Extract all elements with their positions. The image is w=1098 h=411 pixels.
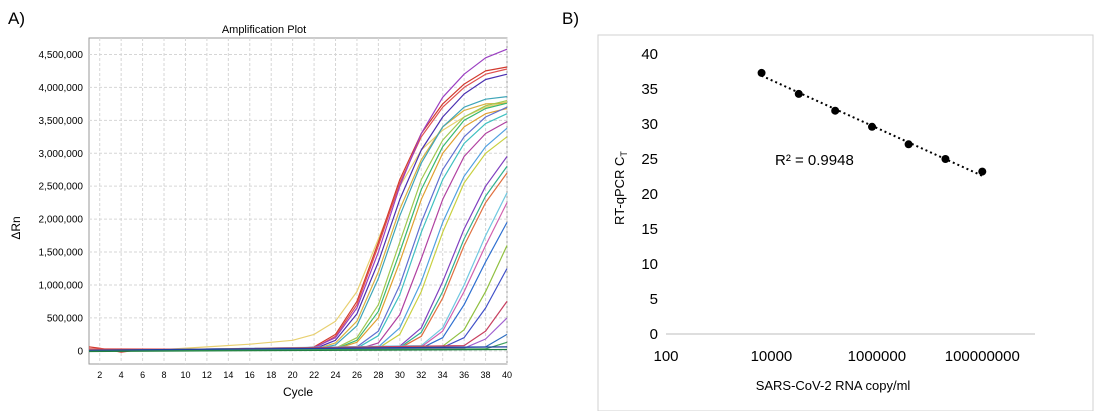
chart-a-x-tick-label: 28 xyxy=(373,370,383,380)
chart-a-x-tick-label: 2 xyxy=(97,370,102,380)
chart-a-y-tick-labels: 0 500,000 1,000,000 1,500,000 2,000,000 2,500… xyxy=(39,50,84,357)
chart-b-y-tick-label: 35 xyxy=(641,81,658,98)
chart-a-x-tick-label: 8 xyxy=(162,370,167,380)
chart-b-data-point xyxy=(978,167,987,176)
chart-a-x-tick-label: 16 xyxy=(245,370,255,380)
chart-a-series-line xyxy=(88,107,508,352)
chart-a-series-line xyxy=(88,102,508,352)
chart-b-y-tick-label: 10 xyxy=(641,256,658,273)
panel-label-a: A) xyxy=(8,9,25,28)
chart-b-y-tick-label: 40 xyxy=(641,46,658,63)
chart-a-x-tick-label: 26 xyxy=(352,370,362,380)
chart-a-x-tick-labels: 2 4 6 8 10 12 14 16 18 20 22 24 26 28 30 32 34 36 38 40 xyxy=(97,370,512,380)
chart-a-x-tick-label: 20 xyxy=(288,370,298,380)
chart-a-x-tick-label: 6 xyxy=(140,370,145,380)
chart-b-y-tick-labels: 0 5 10 15 20 25 30 35 40 xyxy=(641,46,658,343)
chart-a-series-line xyxy=(88,106,508,352)
chart-a-series-line xyxy=(88,127,508,352)
chart-a-y-tick-label: 500,000 xyxy=(47,313,84,324)
chart-a-x-tick-label: 12 xyxy=(202,370,212,380)
chart-b-data-point xyxy=(831,106,840,115)
chart-a-y-tick-label: 0 xyxy=(77,346,83,357)
chart-a-x-tick-label: 18 xyxy=(266,370,276,380)
chart-a-x-tick-label: 34 xyxy=(438,370,448,380)
chart-a-series-line xyxy=(88,348,508,353)
chart-b-x-tick-label: 10000 xyxy=(751,348,793,365)
chart-a-y-axis-label: ΔRn xyxy=(9,216,23,239)
chart-a-x-tick-label: 4 xyxy=(119,370,124,380)
standard-curve-panel: B) 0 5 10 15 20 25 30 35 40 100 10000 1000000 10000… xyxy=(562,9,1094,411)
chart-b-r-squared-annotation: R² = 0.9948 xyxy=(775,152,854,169)
chart-a-series-lines xyxy=(88,48,508,353)
chart-b-data-point xyxy=(904,140,913,149)
chart-a-series-line xyxy=(88,100,508,352)
chart-b-data-point xyxy=(757,68,766,77)
chart-b-x-tick-labels: 100 10000 1000000 100000000 xyxy=(653,348,1019,365)
chart-a-x-tick-label: 40 xyxy=(502,370,512,380)
chart-a-x-tick-label: 10 xyxy=(180,370,190,380)
chart-b-y-axis-label: RT-qPCR CT xyxy=(612,151,629,225)
chart-b-data-point xyxy=(794,89,803,98)
chart-a-y-tick-label: 4,000,000 xyxy=(39,83,84,94)
chart-a-y-tick-label: 2,500,000 xyxy=(39,182,84,193)
chart-a-x-tick-label: 14 xyxy=(223,370,233,380)
chart-b-y-tick-label: 20 xyxy=(641,186,658,203)
chart-b-y-tick-label: 15 xyxy=(641,221,658,238)
panel-label-b: B) xyxy=(562,9,579,28)
chart-b-y-tick-label: 5 xyxy=(650,291,658,308)
chart-b-y-tick-label: 30 xyxy=(641,116,658,133)
chart-a-series-line xyxy=(88,341,508,352)
chart-a-series-line xyxy=(88,346,508,351)
chart-b-x-tick-label: 1000000 xyxy=(848,348,906,365)
chart-b-data-point xyxy=(941,155,950,163)
chart-a-x-tick-label: 30 xyxy=(395,370,405,380)
chart-b-x-tick-label: 100 xyxy=(653,348,678,365)
chart-b-data-point xyxy=(868,122,877,131)
chart-a-y-tick-label: 2,000,000 xyxy=(39,215,84,226)
chart-a-x-tick-label: 24 xyxy=(331,370,341,380)
chart-a-x-tick-label: 32 xyxy=(416,370,426,380)
chart-a-x-tick-label: 36 xyxy=(459,370,469,380)
chart-a-x-axis-label: Cycle xyxy=(283,385,313,399)
chart-b-x-axis-label: SARS-CoV-2 RNA copy/ml xyxy=(756,378,911,393)
chart-a-x-tick-label: 38 xyxy=(481,370,491,380)
chart-b-y-tick-label: 25 xyxy=(641,151,658,168)
chart-a-series-line xyxy=(88,102,508,352)
chart-a-title: Amplification Plot xyxy=(222,24,306,36)
chart-a-y-tick-label: 1,000,000 xyxy=(39,280,84,291)
chart-a-series-line xyxy=(88,96,508,352)
chart-a-series-line xyxy=(88,101,508,352)
chart-a-y-tick-label: 3,000,000 xyxy=(39,149,84,160)
chart-a-plot-area xyxy=(88,37,508,365)
chart-b-x-tick-label: 100000000 xyxy=(945,348,1020,365)
chart-a-y-tick-label: 3,500,000 xyxy=(39,116,84,127)
chart-a-y-tick-label: 4,500,000 xyxy=(39,50,84,61)
chart-a-x-tick-label: 22 xyxy=(309,370,319,380)
chart-b-frame xyxy=(597,34,1094,411)
chart-a-series-line xyxy=(88,113,508,352)
chart-a-y-tick-label: 1,500,000 xyxy=(39,248,84,259)
chart-b-y-axis-label-subscript: T xyxy=(619,151,629,157)
amplification-plot-panel: A) Amplification Plot 2 4 6 8 10 12 14 16 18 20 22… xyxy=(8,9,512,399)
chart-b-y-axis-label-main: RT-qPCR C xyxy=(612,157,627,225)
chart-b-data-points xyxy=(757,68,987,176)
chart-b-y-tick-label: 0 xyxy=(650,326,658,343)
